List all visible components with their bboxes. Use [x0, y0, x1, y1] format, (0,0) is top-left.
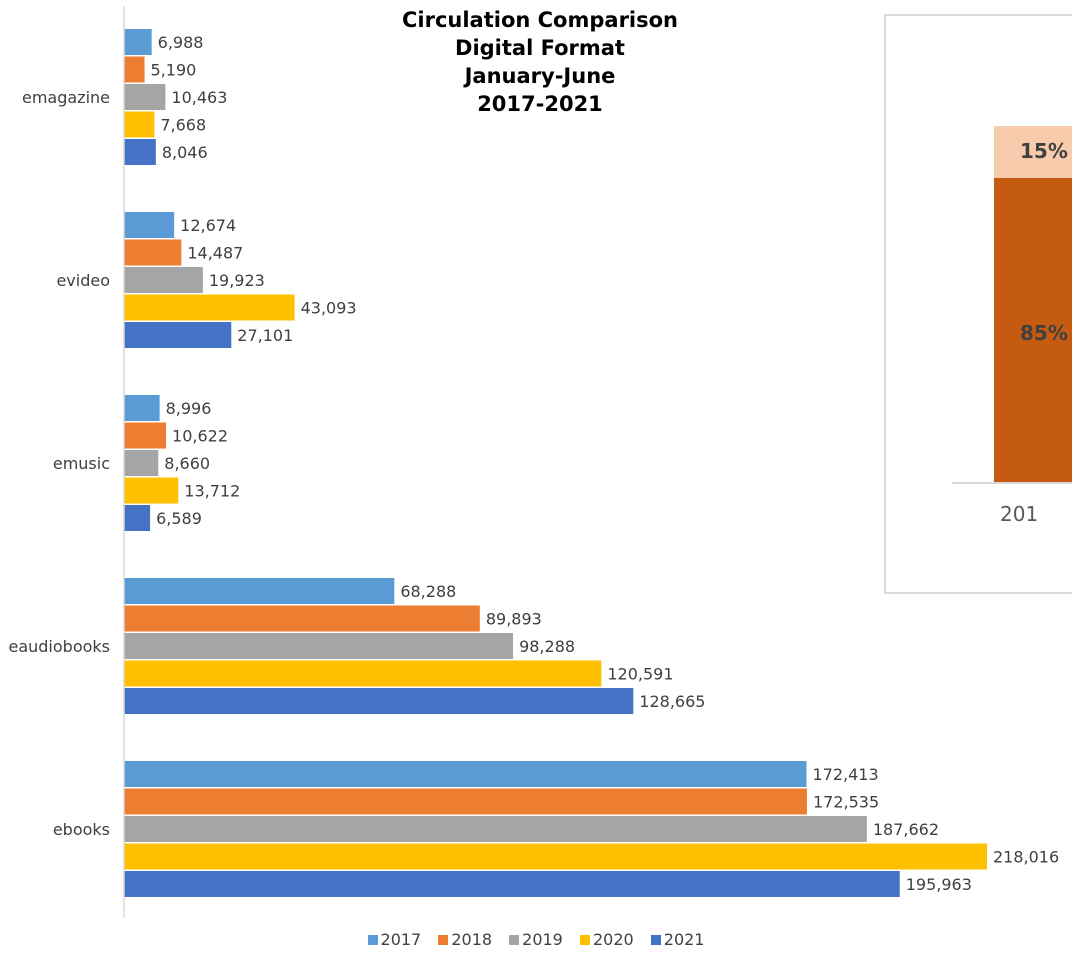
legend-label-2019: 2019	[522, 930, 563, 949]
legend-item-2020: 2020	[579, 930, 634, 949]
bar-ebooks-2018	[124, 788, 807, 815]
category-label-emusic: emusic	[53, 454, 110, 473]
legend-swatch-2017	[367, 935, 378, 945]
bar-emagazine-2020	[124, 111, 155, 138]
data-label-ebooks-2018: 172,535	[813, 793, 879, 812]
bar-emusic-2019	[124, 450, 159, 476]
data-label-emusic-2017: 8,996	[166, 399, 212, 418]
legend-item-2018: 2018	[438, 930, 492, 949]
bar-ebooks-2020	[124, 843, 987, 870]
inset-axis-line	[952, 482, 1072, 484]
legend-label-2021: 2021	[663, 930, 705, 949]
inset-label-15: 15%	[1020, 139, 1068, 163]
bar-eaudiobooks-2020	[124, 660, 602, 687]
title-line-2: Digital Format	[455, 36, 625, 60]
bar-evideo-2018	[124, 239, 182, 266]
inset-stacked-chart: 15% 85% 201	[884, 14, 1072, 594]
data-label-emusic-2018: 10,622	[172, 427, 228, 446]
legend-swatch-2020	[579, 935, 590, 945]
bar-ebooks-2017	[124, 761, 807, 787]
bar-evideo-2019	[124, 267, 203, 293]
title-line-1: Circulation Comparison	[401, 8, 678, 32]
data-label-evideo-2021: 27,101	[237, 326, 293, 345]
data-label-emagazine-2021: 8,046	[162, 143, 208, 162]
category-label-evideo: evideo	[56, 271, 110, 290]
legend-label-2018: 2018	[451, 930, 493, 949]
data-label-emusic-2019: 8,660	[164, 454, 210, 473]
bar-evideo-2021	[124, 322, 232, 348]
data-label-evideo-2017: 12,674	[180, 216, 236, 235]
category-label-emagazine: emagazine	[22, 88, 110, 107]
inset-label-85: 85%	[1020, 321, 1068, 345]
data-label-ebooks-2019: 187,662	[873, 820, 939, 839]
legend-label-2020: 2020	[592, 930, 634, 949]
legend-swatch-2021	[650, 935, 661, 945]
legend: 2017 2018 2019 2020 2021	[0, 930, 1072, 949]
bar-eaudiobooks-2017	[124, 578, 395, 604]
legend-item-2021: 2021	[650, 930, 705, 949]
bar-ebooks-2019	[124, 816, 867, 842]
data-label-emagazine-2018: 5,190	[151, 61, 197, 80]
bar-emagazine-2021	[124, 139, 156, 165]
chart-title: Circulation Comparison Digital Format Ja…	[340, 6, 740, 118]
category-label-eaudiobooks: eaudiobooks	[8, 637, 110, 656]
inset-x-axis-label: 201	[1000, 502, 1039, 526]
data-label-eaudiobooks-2018: 89,893	[486, 610, 542, 629]
data-label-emagazine-2017: 6,988	[158, 33, 204, 52]
data-label-eaudiobooks-2020: 120,591	[607, 665, 673, 684]
data-label-eaudiobooks-2017: 68,288	[400, 582, 456, 601]
bar-eaudiobooks-2018	[124, 605, 480, 632]
data-label-emagazine-2020: 7,668	[160, 116, 206, 135]
title-line-3: January-June	[464, 64, 616, 88]
data-label-eaudiobooks-2019: 98,288	[519, 637, 575, 656]
data-label-emusic-2021: 6,589	[156, 509, 202, 528]
bar-evideo-2017	[124, 212, 175, 238]
data-label-emusic-2020: 13,712	[184, 482, 240, 501]
legend-item-2017: 2017	[367, 930, 422, 949]
bar-emusic-2017	[124, 395, 160, 421]
bar-emusic-2020	[124, 477, 179, 504]
bar-emagazine-2019	[124, 84, 166, 110]
data-label-ebooks-2017: 172,413	[812, 765, 878, 784]
data-label-ebooks-2021: 195,963	[906, 875, 972, 894]
bar-eaudiobooks-2021	[124, 688, 634, 714]
bar-emusic-2018	[124, 422, 167, 449]
legend-label-2017: 2017	[380, 930, 422, 949]
data-label-ebooks-2020: 218,016	[993, 848, 1059, 867]
data-label-evideo-2020: 43,093	[301, 299, 357, 318]
bar-emagazine-2018	[124, 56, 145, 83]
bar-eaudiobooks-2019	[124, 633, 514, 659]
data-label-evideo-2019: 19,923	[209, 271, 265, 290]
legend-item-2019: 2019	[509, 930, 563, 949]
legend-swatch-2018	[438, 935, 449, 945]
category-label-ebooks: ebooks	[53, 820, 110, 839]
bar-ebooks-2021	[124, 871, 900, 897]
data-label-emagazine-2019: 10,463	[171, 88, 227, 107]
bar-evideo-2020	[124, 294, 295, 321]
legend-swatch-2019	[509, 935, 520, 945]
bar-emagazine-2017	[124, 29, 152, 55]
data-label-eaudiobooks-2021: 128,665	[639, 692, 705, 711]
title-line-4: 2017-2021	[477, 92, 603, 116]
data-label-evideo-2018: 14,487	[187, 244, 243, 263]
inset-segment-15	[994, 126, 1072, 178]
bar-emusic-2021	[124, 505, 151, 531]
inset-segment-85	[994, 178, 1072, 482]
